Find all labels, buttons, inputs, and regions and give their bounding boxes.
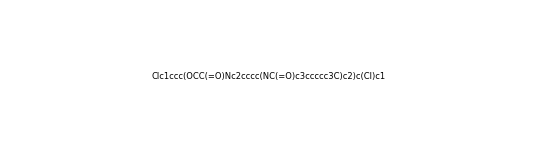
Text: Clc1ccc(OCC(=O)Nc2cccc(NC(=O)c3ccccc3C)c2)c(Cl)c1: Clc1ccc(OCC(=O)Nc2cccc(NC(=O)c3ccccc3C)c… bbox=[152, 71, 386, 81]
